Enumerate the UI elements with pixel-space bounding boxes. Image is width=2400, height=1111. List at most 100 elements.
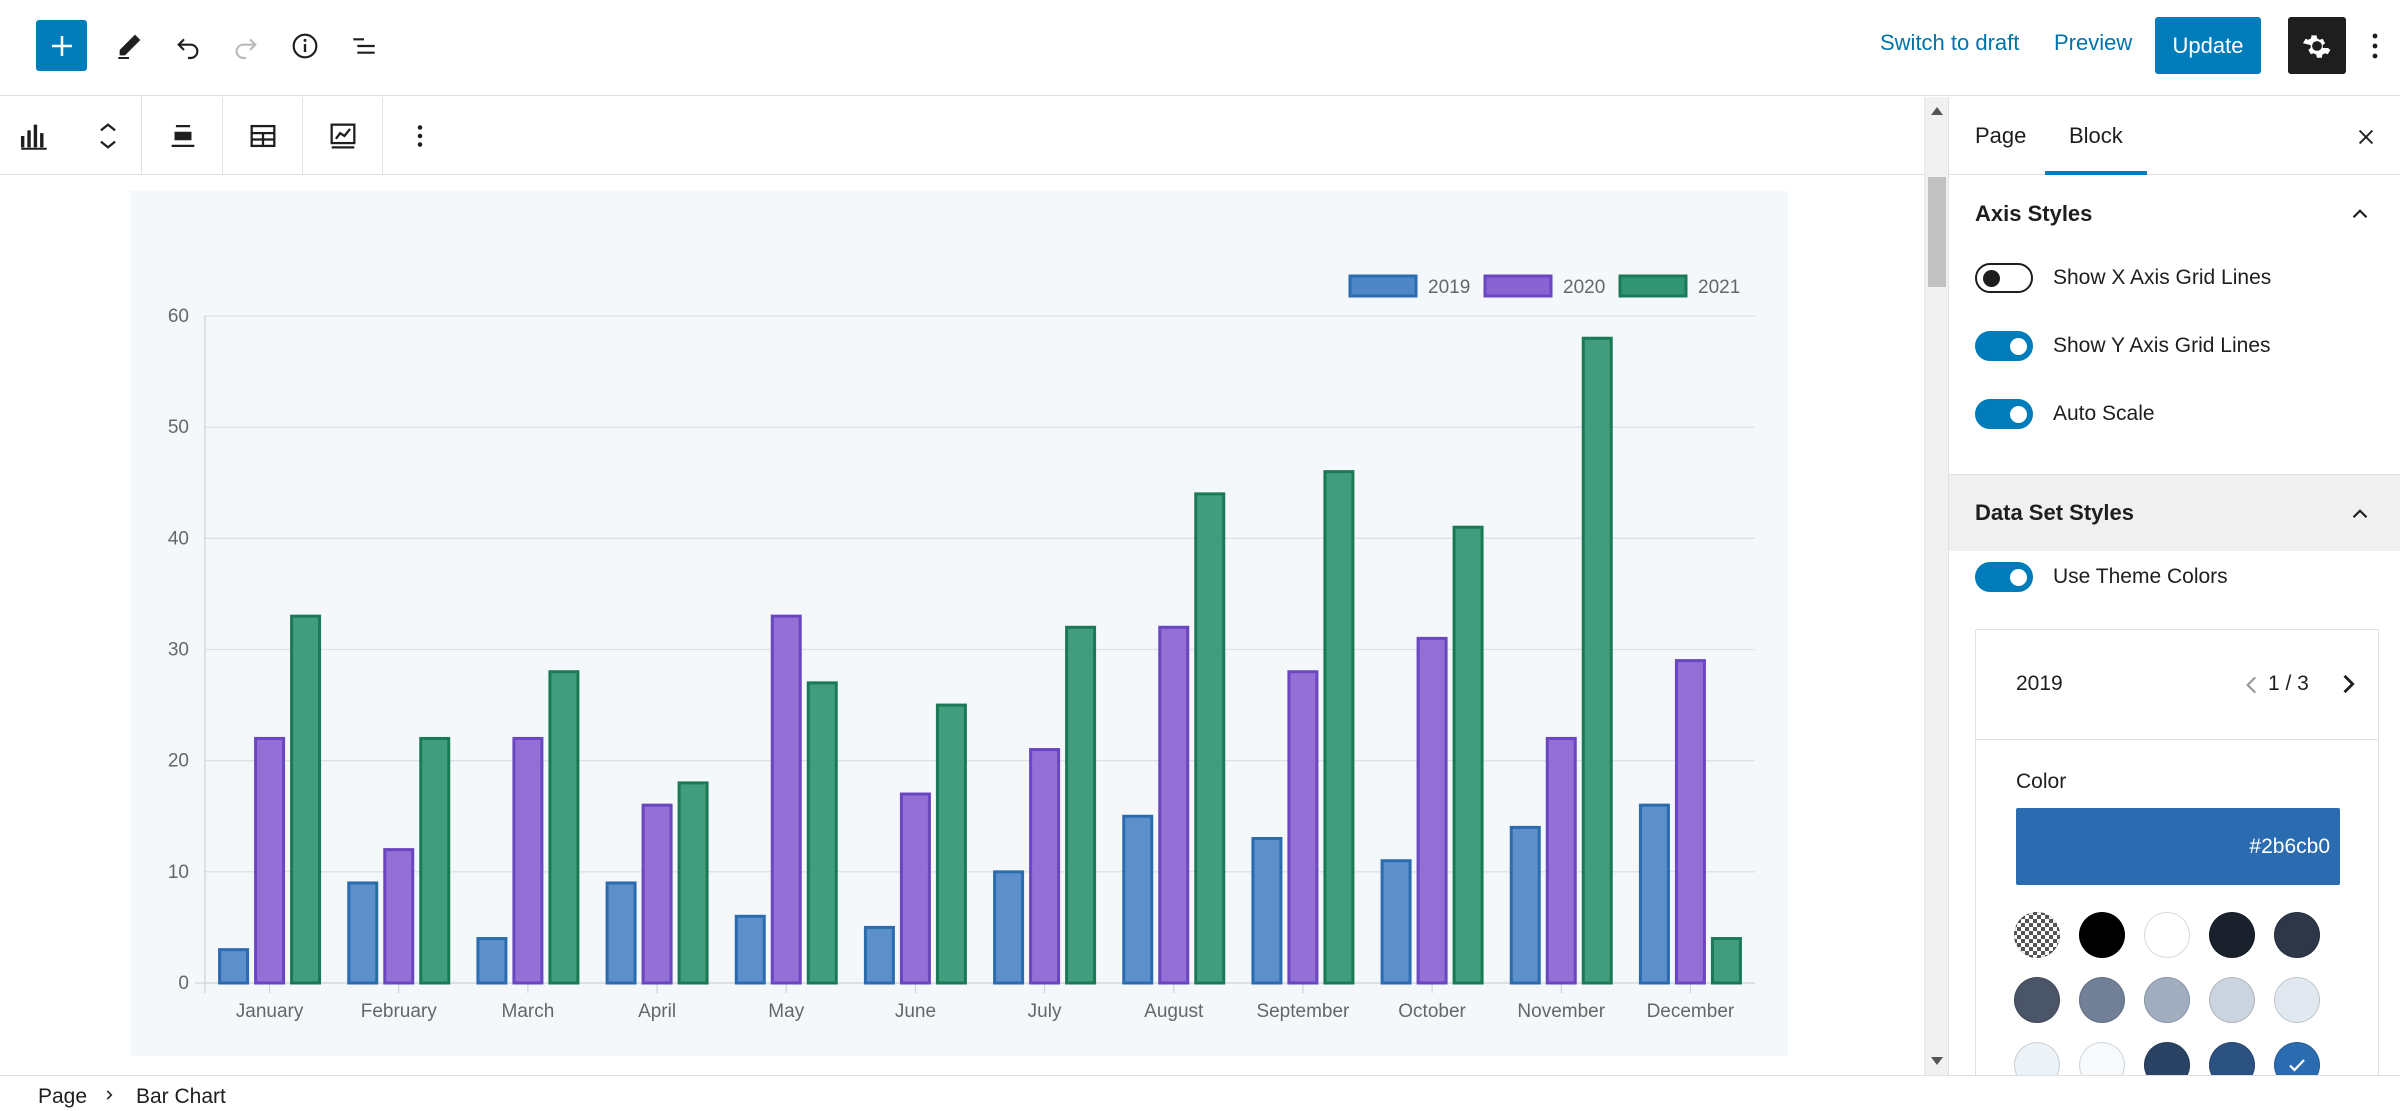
x-tick-label: November [1517, 1001, 1605, 1022]
color-swatch[interactable] [2209, 977, 2255, 1023]
bar-2019 [734, 914, 766, 985]
bar-2021 [290, 614, 322, 985]
color-swatch[interactable] [2274, 912, 2320, 958]
table-icon [250, 124, 275, 147]
bar-2021 [548, 670, 580, 985]
show-y-grid-toggle[interactable] [1975, 331, 2033, 361]
gear-icon [2303, 34, 2331, 58]
options-button[interactable] [2360, 22, 2390, 70]
x-tick-label: July [1028, 1001, 1062, 1022]
color-swatch[interactable] [2079, 977, 2125, 1023]
list-view-button[interactable] [340, 22, 388, 70]
breadcrumb-item-bar-chart: Bar Chart [136, 1085, 226, 1108]
color-swatch[interactable] [2274, 977, 2320, 1023]
preview-button[interactable]: Preview [2054, 30, 2133, 55]
redo-button[interactable] [222, 22, 270, 70]
block-type-button[interactable] [10, 112, 58, 160]
color-swatch[interactable] [2274, 1042, 2320, 1075]
bar-2020 [1545, 736, 1577, 985]
close-icon [2358, 129, 2374, 145]
undo-button[interactable] [164, 22, 212, 70]
bar-2020 [899, 792, 931, 985]
bar-2019 [605, 881, 637, 985]
details-button[interactable] [281, 22, 329, 70]
bar-2021 [1710, 937, 1742, 985]
color-swatch[interactable] [2014, 977, 2060, 1023]
auto-scale-label: Auto Scale [2053, 402, 2155, 425]
color-value-field[interactable]: #2b6cb0 [2016, 808, 2340, 885]
color-swatch[interactable] [2079, 1042, 2125, 1075]
axis-styles-title: Axis Styles [1975, 201, 2093, 226]
chevron-right-icon[interactable] [2334, 668, 2362, 700]
bar-chart: 0 10 20 30 40 50 60 January February March April Ma… [168, 274, 1755, 1022]
bar-2020 [512, 736, 544, 985]
color-label: Color [2016, 770, 2067, 793]
use-theme-colors-label: Use Theme Colors [2053, 565, 2228, 588]
scroll-down-arrow[interactable] [1931, 1057, 1943, 1065]
color-swatch[interactable] [2209, 912, 2255, 958]
legend-swatch [1483, 274, 1553, 298]
show-x-grid-toggle[interactable] [1975, 263, 2033, 293]
dataset-name: 2019 [2016, 672, 2063, 695]
bar-2019 [993, 870, 1025, 985]
chevron-up-icon [2352, 509, 2368, 519]
color-swatch[interactable] [2014, 912, 2060, 958]
chevron-up-icon [2352, 209, 2368, 219]
y-tick-label: 20 [168, 751, 189, 772]
switch-to-draft-button[interactable]: Switch to draft [1880, 30, 2020, 55]
block-options-button[interactable] [396, 112, 444, 160]
bar-chart-block[interactable]: 0 10 20 30 40 50 60 January February March April Ma… [130, 191, 1788, 1056]
data-set-styles-panel-toggle[interactable]: Data Set Styles [1949, 474, 2400, 551]
bar-2020 [1287, 670, 1319, 985]
color-swatch[interactable] [2144, 912, 2190, 958]
edit-data-button[interactable] [239, 112, 287, 160]
axis-styles-panel-toggle[interactable]: Axis Styles [1949, 175, 2400, 253]
bar-2021 [419, 736, 451, 985]
color-swatch[interactable] [2014, 1042, 2060, 1075]
align-button[interactable] [159, 112, 207, 160]
more-options-group [383, 97, 457, 174]
settings-button[interactable] [2288, 17, 2346, 74]
breadcrumb-item-page[interactable]: Page [38, 1085, 88, 1108]
color-swatch[interactable] [2079, 912, 2125, 958]
tab-block[interactable]: Block [2045, 97, 2147, 175]
scroll-up-arrow[interactable] [1931, 107, 1943, 115]
align-icon [171, 124, 194, 147]
align-group [143, 97, 223, 174]
y-tick-label: 0 [178, 973, 189, 994]
close-sidebar-button[interactable] [2344, 115, 2388, 159]
x-tick-label: May [768, 1001, 804, 1022]
auto-scale-toggle[interactable] [1975, 399, 2033, 429]
bar-2021 [935, 703, 967, 985]
chevron-left-icon[interactable] [2239, 670, 2265, 700]
chevron-right-icon [106, 1090, 113, 1100]
breadcrumb: Page Bar Chart [0, 1075, 2400, 1111]
bar-2020 [770, 614, 802, 985]
bar-2020 [1029, 748, 1061, 985]
color-swatch[interactable] [2144, 1042, 2190, 1075]
sidebar-tabs: Page Block [1949, 97, 2400, 175]
legend-label: 2019 [1428, 277, 1470, 298]
show-x-grid-label: Show X Axis Grid Lines [2053, 266, 2272, 289]
add-block-button[interactable] [36, 20, 87, 71]
tab-page[interactable]: Page [1975, 123, 2027, 148]
tools-button[interactable] [105, 22, 153, 70]
move-block-button[interactable] [84, 112, 132, 160]
x-tick-label: September [1256, 1001, 1350, 1022]
vertical-ellipsis-icon [417, 124, 423, 147]
color-swatch[interactable] [2209, 1042, 2255, 1075]
bar-2019 [218, 948, 250, 985]
y-tick-label: 50 [168, 417, 189, 438]
bar-2021 [1065, 625, 1097, 985]
canvas-scrollbar[interactable] [1924, 97, 1948, 1075]
move-up-down-icon [100, 122, 116, 149]
data-set-styles-title: Data Set Styles [1975, 500, 2134, 525]
update-button[interactable]: Update [2155, 17, 2261, 74]
dataset-pager: 2019 1 / 3 [1976, 630, 2378, 740]
scrollbar-thumb[interactable] [1928, 177, 1946, 287]
dataset-card: 2019 1 / 3 Color #2b6cb0 [1975, 629, 2379, 1075]
chart-style-button[interactable] [319, 112, 367, 160]
use-theme-colors-toggle[interactable] [1975, 562, 2033, 592]
color-swatch[interactable] [2144, 977, 2190, 1023]
x-tick-label: December [1647, 1001, 1735, 1022]
